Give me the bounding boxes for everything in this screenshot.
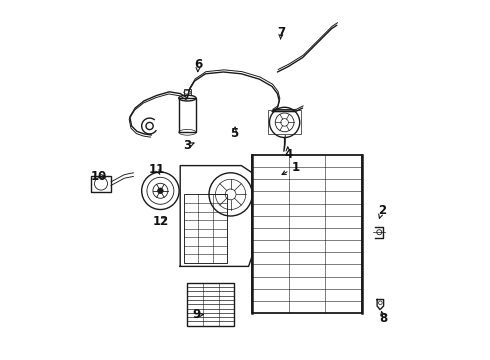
Bar — [184, 194, 227, 263]
Text: 8: 8 — [379, 312, 388, 325]
Bar — [184, 89, 191, 95]
Bar — [179, 98, 196, 132]
Bar — [252, 155, 362, 313]
Text: 7: 7 — [277, 26, 285, 39]
Text: 10: 10 — [91, 170, 107, 183]
Text: 5: 5 — [230, 127, 238, 140]
Bar — [268, 110, 301, 135]
Bar — [91, 176, 111, 192]
Text: 6: 6 — [194, 58, 202, 71]
Circle shape — [158, 188, 163, 194]
Text: 1: 1 — [292, 161, 299, 174]
Text: 3: 3 — [183, 139, 192, 152]
Text: 2: 2 — [378, 204, 386, 217]
Text: 4: 4 — [284, 148, 293, 161]
Bar — [187, 283, 234, 326]
Text: 11: 11 — [148, 163, 165, 176]
Text: 9: 9 — [192, 309, 200, 321]
Text: 12: 12 — [152, 215, 169, 228]
